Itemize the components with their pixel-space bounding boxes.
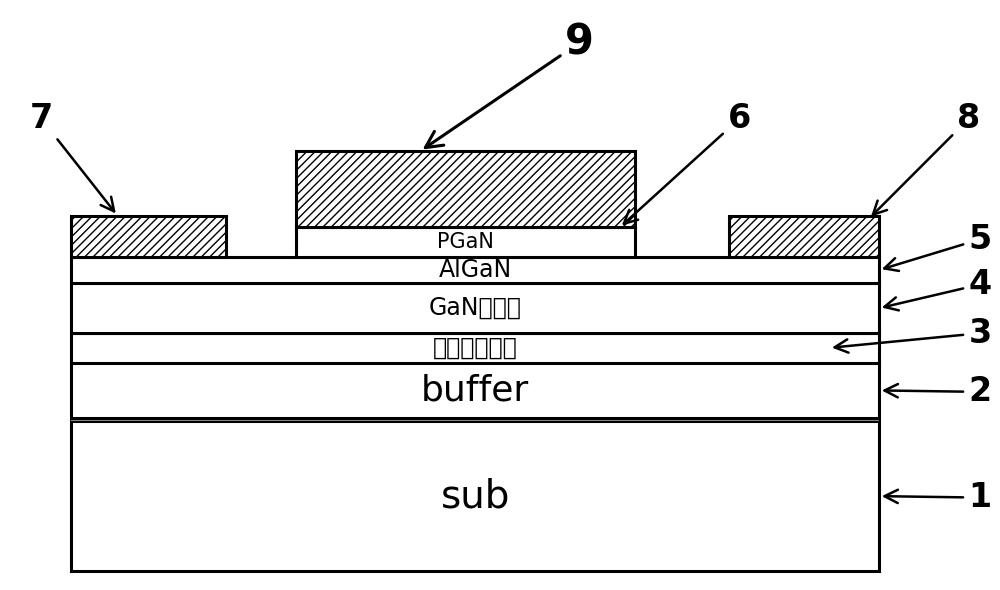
Text: 6: 6 <box>624 102 751 224</box>
Bar <box>296 151 635 228</box>
Bar <box>729 216 879 257</box>
Bar <box>71 421 879 571</box>
Text: PGaN: PGaN <box>437 232 494 252</box>
Text: 2: 2 <box>885 375 992 408</box>
Text: 9: 9 <box>425 21 594 148</box>
Text: 碳掺杂绽缘层: 碳掺杂绽缘层 <box>433 336 517 360</box>
Text: AlGaN: AlGaN <box>438 258 512 282</box>
Text: 7: 7 <box>30 102 114 211</box>
Text: sub: sub <box>440 477 510 515</box>
Bar <box>71 417 879 421</box>
Bar <box>71 257 879 283</box>
Bar <box>296 228 635 257</box>
Text: GaN外延层: GaN外延层 <box>429 296 522 320</box>
Bar <box>71 216 226 257</box>
Text: 3: 3 <box>835 317 992 353</box>
Text: 5: 5 <box>884 222 992 271</box>
Text: 1: 1 <box>885 481 992 514</box>
Text: 4: 4 <box>884 268 992 310</box>
Bar <box>71 333 879 418</box>
Text: 8: 8 <box>873 102 980 215</box>
Bar <box>71 283 879 333</box>
Text: buffer: buffer <box>421 373 529 408</box>
